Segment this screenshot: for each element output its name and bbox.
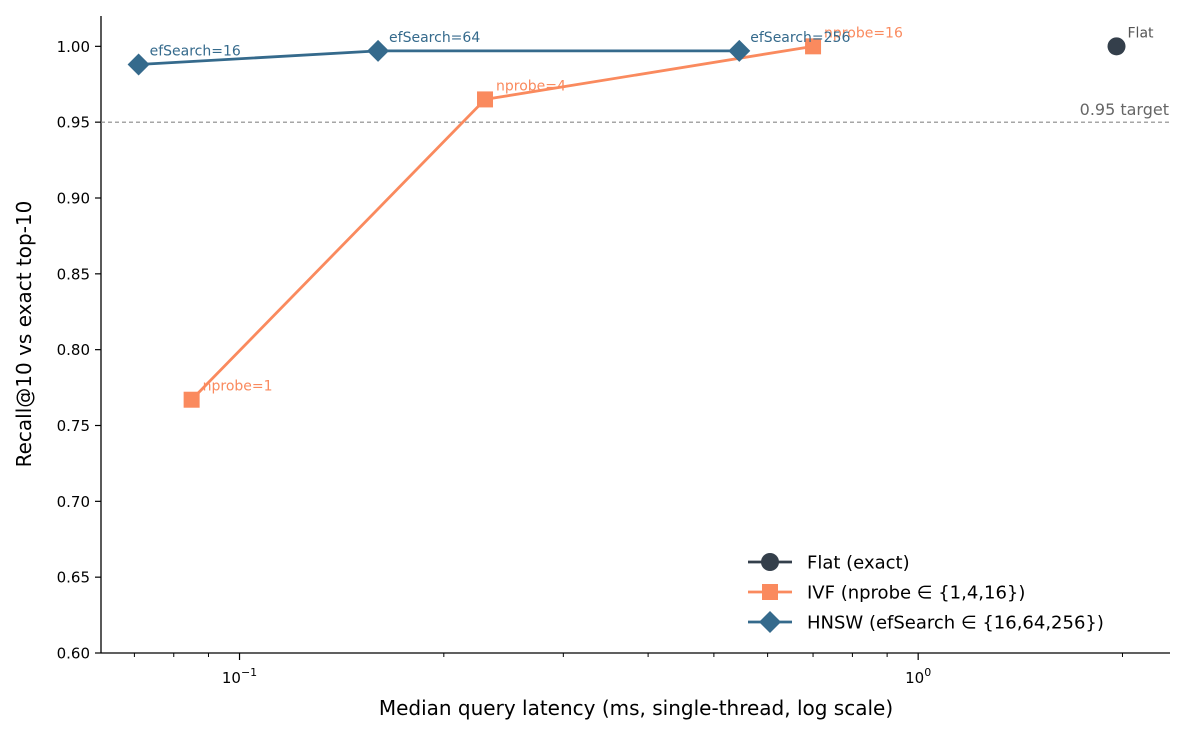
y-axis-label: Recall@10 vs exact top-10 bbox=[12, 201, 36, 468]
legend-marker bbox=[761, 553, 779, 571]
legend-label: IVF (nprobe ∈ {1,4,16}) bbox=[807, 583, 1025, 604]
y-tick-label: 0.60 bbox=[57, 645, 90, 663]
point-label: efSearch=256 bbox=[750, 30, 850, 46]
point-label: efSearch=64 bbox=[389, 30, 480, 46]
target-line-label: 0.95 target bbox=[1080, 100, 1169, 119]
y-tick-label: 0.70 bbox=[57, 493, 90, 511]
data-point bbox=[477, 91, 494, 108]
data-point bbox=[367, 39, 390, 62]
point-label: Flat bbox=[1128, 25, 1155, 41]
y-tick-label: 1.00 bbox=[57, 38, 90, 56]
legend-marker bbox=[762, 584, 778, 600]
data-point bbox=[728, 39, 751, 62]
legend-marker bbox=[759, 611, 781, 633]
point-label: nprobe=16 bbox=[824, 25, 903, 41]
data-point bbox=[127, 53, 150, 76]
series-line-1 bbox=[190, 44, 815, 402]
x-tick-label: 10−1 bbox=[222, 666, 257, 687]
data-point bbox=[805, 38, 822, 55]
y-tick-label: 0.90 bbox=[57, 190, 90, 208]
y-tick-label: 0.95 bbox=[57, 114, 90, 132]
point-label: nprobe=1 bbox=[203, 379, 273, 395]
data-point bbox=[183, 391, 200, 408]
data-point bbox=[1107, 37, 1126, 56]
point-label: efSearch=16 bbox=[150, 44, 241, 60]
legend-label: Flat (exact) bbox=[807, 553, 910, 574]
y-tick-label: 0.65 bbox=[57, 569, 90, 587]
y-tick-label: 0.75 bbox=[57, 417, 90, 435]
y-tick-label: 0.85 bbox=[57, 265, 90, 283]
point-label: nprobe=4 bbox=[496, 78, 566, 94]
y-tick-label: 0.80 bbox=[57, 341, 90, 359]
legend: Flat (exact) IVF (nprobe ∈ {1,4,16}) HNSW … bbox=[748, 553, 1104, 634]
plot-area: 0.60 0.65 0.70 0.75 0.80 0.85 0.90 0.95 1.00 10−1… bbox=[57, 16, 1170, 687]
x-tick-label: 100 bbox=[905, 666, 931, 687]
legend-label: HNSW (efSearch ∈ {16,64,256}) bbox=[807, 613, 1104, 634]
x-axis-label: Median query latency (ms, single-thread,… bbox=[379, 696, 893, 720]
